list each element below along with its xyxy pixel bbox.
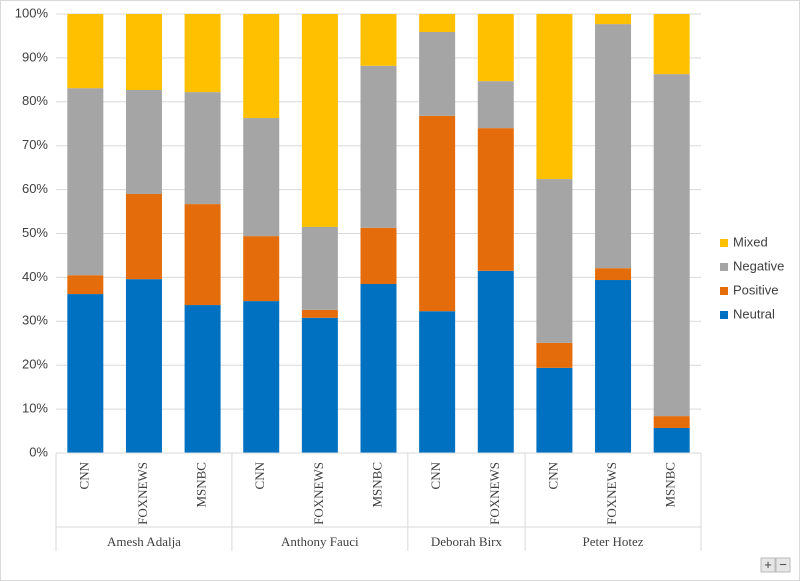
legend-swatch [720, 239, 728, 247]
y-tick-label: 50% [22, 225, 48, 240]
bar-segment [184, 305, 221, 453]
bar-segment [653, 427, 690, 453]
y-tick-label: 90% [22, 49, 48, 64]
bar-segment [360, 65, 397, 228]
x-tick-label: FOXNEWS [135, 462, 150, 525]
bar-segment [67, 14, 104, 89]
bar-segment [477, 128, 514, 271]
x-tick-label: FOXNEWS [604, 462, 619, 525]
bar-segment [653, 74, 690, 417]
bar-segment [67, 88, 104, 276]
bar-segment [125, 193, 162, 280]
zoom-controls: + − [760, 557, 791, 573]
zoom-in-button[interactable] [760, 557, 776, 573]
bar-segment [301, 226, 338, 310]
legend-swatch [720, 311, 728, 319]
bar-segment [360, 14, 397, 66]
x-tick-label: FOXNEWS [311, 462, 326, 525]
zoom-out-button[interactable] [775, 557, 791, 573]
bar-segment [184, 204, 221, 306]
bar-segment [243, 236, 280, 302]
bar-segment [477, 270, 514, 453]
y-tick-label: 40% [22, 269, 48, 284]
x-tick-label: MSNBC [663, 462, 678, 508]
y-tick-label: 80% [22, 93, 48, 108]
bar-segment [243, 14, 280, 119]
bar-segment [653, 14, 690, 75]
x-tick-label: CNN [76, 461, 91, 489]
bar-segment [301, 317, 338, 453]
group-label: Amesh Adalja [107, 534, 181, 549]
x-tick-label: CNN [252, 461, 267, 489]
bar-segment [419, 311, 456, 453]
y-tick-label: 60% [22, 181, 48, 196]
bar-segment [301, 309, 338, 318]
bar-segment [125, 89, 162, 194]
legend-label: Mixed [733, 234, 768, 249]
legend-swatch [720, 287, 728, 295]
legend-swatch [720, 263, 728, 271]
bar-segment [595, 268, 632, 281]
bar-segment [67, 294, 104, 453]
x-tick-label: CNN [428, 461, 443, 489]
group-label: Deborah Birx [431, 534, 503, 549]
bar-segment [536, 14, 573, 180]
bar-segment [536, 342, 573, 368]
x-tick-label: CNN [545, 461, 560, 489]
bar-segment [360, 227, 397, 284]
bar-segment [67, 275, 104, 295]
bar-segment [301, 14, 338, 227]
bar-segment [536, 367, 573, 453]
bar-segment [595, 280, 632, 453]
y-tick-label: 0% [29, 444, 48, 459]
bar-segment [653, 416, 690, 428]
y-tick-label: 20% [22, 357, 48, 372]
bar-segment [536, 179, 573, 343]
bar-segment [419, 31, 456, 116]
y-tick-label: 70% [22, 137, 48, 152]
bar-segment [477, 14, 514, 82]
bar-segment [595, 24, 632, 269]
bar-segment [477, 81, 514, 129]
bar-segment [419, 115, 456, 312]
group-label: Anthony Fauci [281, 534, 359, 549]
bar-segment [243, 301, 280, 453]
x-tick-label: FOXNEWS [487, 462, 502, 525]
bar-segment [184, 92, 221, 205]
bar-segment [125, 279, 162, 453]
bar-segment [184, 14, 221, 93]
zoom-out-label[interactable]: − [779, 557, 787, 572]
y-tick-label: 100% [15, 5, 49, 20]
legend-label: Neutral [733, 306, 775, 321]
x-tick-label: MSNBC [369, 462, 384, 508]
bar-segment [419, 14, 456, 32]
bar-segment [360, 283, 397, 453]
group-label: Peter Hotez [583, 534, 644, 549]
bar-segment [595, 14, 632, 25]
bar-segment [125, 14, 162, 90]
legend-label: Positive [733, 282, 779, 297]
y-tick-label: 30% [22, 313, 48, 328]
legend-label: Negative [733, 258, 784, 273]
bar-segment [243, 118, 280, 237]
x-tick-label: MSNBC [194, 462, 209, 508]
zoom-in-label[interactable]: + [764, 557, 772, 572]
y-tick-label: 10% [22, 401, 48, 416]
